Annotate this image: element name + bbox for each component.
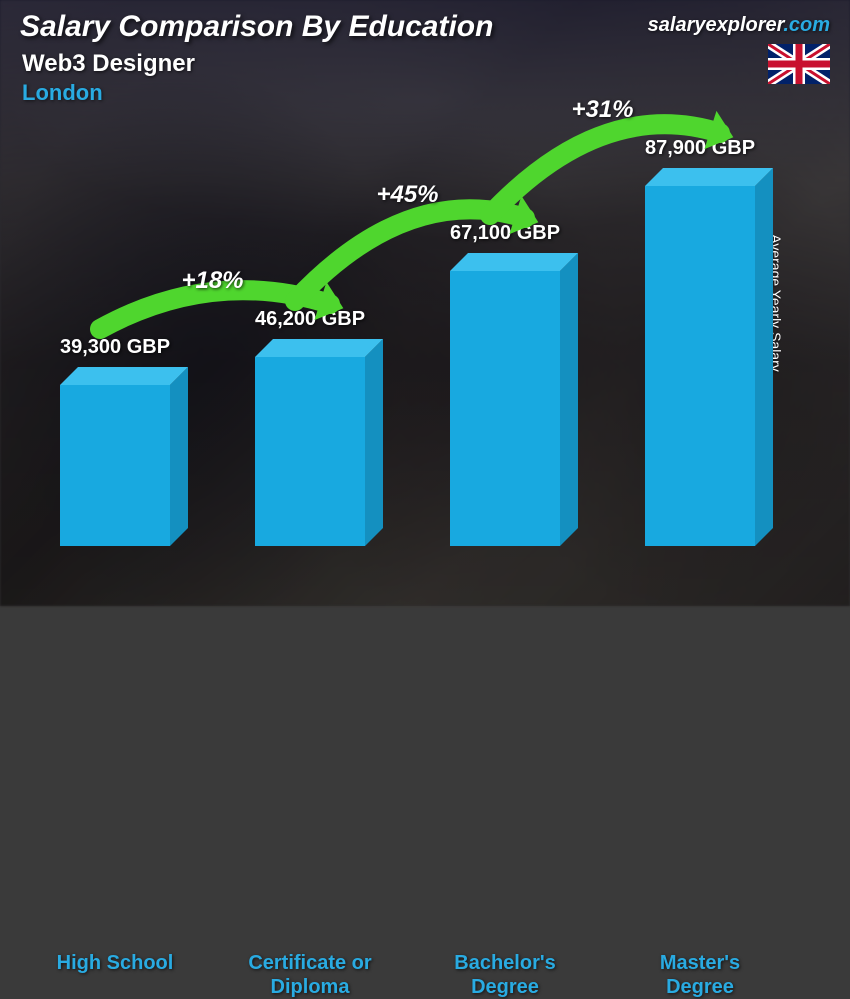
brand-text: salaryexplorer [648,14,784,36]
uk-flag-icon [768,44,830,84]
increase-percent: +31% [571,96,633,124]
salary-bar-chart: 39,300 GBPHigh School46,200 GBPCertifica… [40,146,800,546]
page-title: Salary Comparison By Education [20,10,493,44]
increase-arrow: +31% [40,146,800,546]
content: Salary Comparison By Education Web3 Desi… [0,0,850,606]
brand: salaryexplorer.com [648,14,830,37]
brand-domain: .com [783,14,830,36]
subtitle: Web3 Designer [22,50,195,78]
bar-label: Bachelor's Degree [420,951,590,999]
bar-label: Master's Degree [615,951,785,999]
bar-label: Certificate or Diploma [225,951,395,999]
bar-label: High School [30,951,200,975]
